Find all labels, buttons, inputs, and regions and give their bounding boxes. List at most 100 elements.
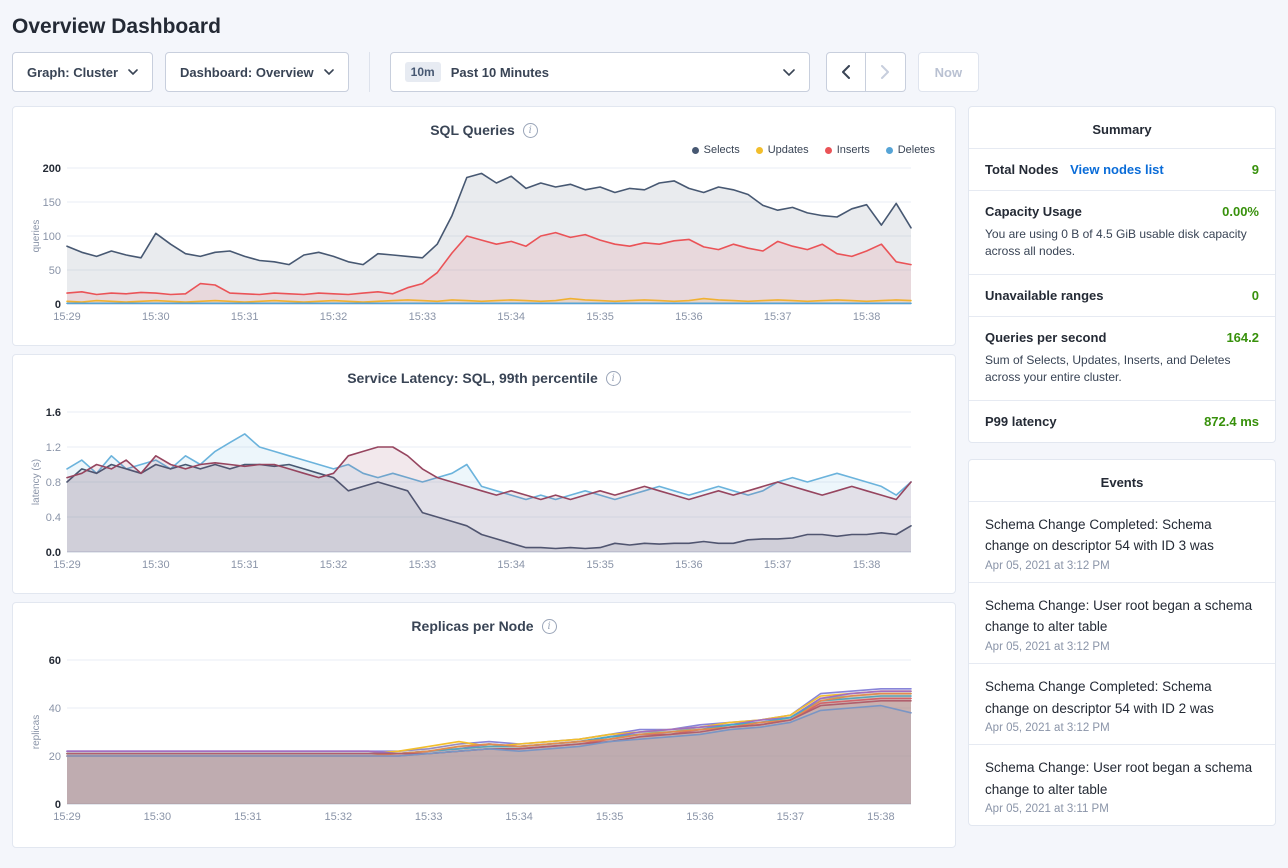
chart-card-sql-queries: SQL Queries i Selects Updates Inserts Delet… [12, 106, 956, 346]
svg-text:15:38: 15:38 [867, 811, 895, 823]
dashboard-select-label: Dashboard: Overview [180, 64, 314, 80]
svg-text:15:38: 15:38 [853, 311, 881, 323]
svg-text:1.2: 1.2 [46, 442, 61, 454]
unavailable-ranges-value: 0 [1251, 287, 1259, 303]
svg-text:50: 50 [49, 265, 61, 277]
time-next-button[interactable] [865, 52, 906, 92]
capacity-usage-value: 0.00% [1222, 204, 1259, 219]
svg-text:15:37: 15:37 [764, 559, 792, 571]
svg-text:15:29: 15:29 [53, 811, 81, 823]
svg-text:15:32: 15:32 [320, 311, 348, 323]
time-range-label: Past 10 Minutes [450, 64, 549, 80]
svg-text:0.8: 0.8 [46, 477, 61, 489]
svg-text:0: 0 [55, 799, 61, 811]
svg-text:15:33: 15:33 [409, 311, 437, 323]
chevron-down-icon [323, 69, 334, 75]
time-range-badge: 10m [404, 62, 441, 82]
total-nodes-label: Total Nodes [985, 162, 1059, 177]
svg-text:15:36: 15:36 [675, 559, 703, 571]
svg-text:40: 40 [49, 703, 61, 715]
chart-title: Replicas per Node [411, 618, 534, 634]
svg-text:15:36: 15:36 [686, 811, 714, 823]
svg-text:0.0: 0.0 [46, 547, 61, 559]
svg-text:15:33: 15:33 [415, 811, 443, 823]
svg-text:15:34: 15:34 [505, 811, 533, 823]
now-button[interactable]: Now [917, 52, 980, 92]
svg-text:20: 20 [49, 751, 61, 763]
info-icon[interactable]: i [522, 122, 538, 138]
svg-text:15:37: 15:37 [764, 311, 792, 323]
svg-text:15:37: 15:37 [777, 811, 805, 823]
queries-per-second-note: Sum of Selects, Updates, Inserts, and De… [985, 352, 1231, 385]
summary-row-p99-latency: P99 latency 872.4 ms [969, 399, 1275, 442]
event-text[interactable]: Schema Change Completed: Schema change o… [985, 516, 1214, 554]
capacity-usage-label: Capacity Usage [985, 204, 1082, 219]
graph-select-label: Graph: Cluster [27, 64, 119, 80]
summary-row-capacity-usage: Capacity Usage 0.00% You are using 0 B o… [969, 190, 1275, 274]
toolbar: Graph: Cluster Dashboard: Overview 10m P… [0, 52, 1288, 92]
svg-text:15:35: 15:35 [586, 311, 614, 323]
chart-card-service-latency: Service Latency: SQL, 99th percentile i … [12, 354, 956, 594]
legend-item-selects[interactable]: Selects [691, 144, 740, 156]
event-text[interactable]: Schema Change: User root began a schema … [985, 597, 1253, 635]
chevron-right-icon [881, 65, 890, 79]
toolbar-divider [368, 52, 370, 92]
chevron-down-icon [128, 69, 138, 75]
svg-text:15:35: 15:35 [596, 811, 624, 823]
event-item: Schema Change: User root began a schema … [969, 581, 1275, 663]
summary-row-unavailable-ranges: Unavailable ranges 0 [969, 273, 1275, 316]
svg-text:15:29: 15:29 [53, 311, 81, 323]
queries-per-second-value: 164.2 [1226, 329, 1259, 345]
time-nav-group [825, 52, 906, 92]
svg-text:15:35: 15:35 [586, 559, 614, 571]
chevron-down-icon [782, 68, 795, 76]
event-item: Schema Change Completed: Schema change o… [969, 500, 1275, 582]
svg-text:0: 0 [55, 299, 61, 311]
info-icon[interactable]: i [541, 618, 557, 634]
events-panel: Events Schema Change Completed: Schema c… [968, 458, 1276, 827]
svg-text:150: 150 [43, 197, 61, 209]
sql-queries-chart[interactable]: 0 50 100 150 200 15:29 15:30 15:31 15:32 15:33 15:… [29, 160, 941, 324]
svg-text:15:29: 15:29 [53, 559, 81, 571]
main-content: SQL Queries i Selects Updates Inserts Delet… [0, 106, 1288, 848]
event-text[interactable]: Schema Change: User root began a schema … [985, 760, 1253, 797]
info-icon[interactable]: i [605, 370, 621, 386]
event-text[interactable]: Schema Change Completed: Schema change o… [985, 678, 1214, 716]
queries-per-second-label: Queries per second [985, 329, 1107, 345]
service-latency-chart[interactable]: 0.0 0.4 0.8 1.2 1.6 15:29 15:30 15:31 15:32 15:33… [29, 404, 941, 572]
capacity-usage-note: You are using 0 B of 4.5 GiB usable disk… [985, 227, 1247, 259]
legend-dot-icon [885, 146, 893, 154]
svg-text:15:32: 15:32 [320, 559, 348, 571]
p99-latency-value: 872.4 ms [1204, 413, 1259, 429]
svg-text:15:38: 15:38 [853, 559, 881, 571]
legend-item-inserts[interactable]: Inserts [824, 144, 870, 156]
legend-item-deletes[interactable]: Deletes [885, 144, 935, 156]
svg-text:15:30: 15:30 [142, 559, 170, 571]
svg-text:queries: queries [31, 220, 42, 253]
svg-text:15:30: 15:30 [144, 811, 172, 823]
chart-card-replicas-per-node: Replicas per Node i 0 20 40 60 15:29 15:30 15:… [12, 602, 956, 848]
svg-text:60: 60 [49, 655, 61, 667]
svg-text:15:34: 15:34 [497, 311, 525, 323]
unavailable-ranges-label: Unavailable ranges [985, 287, 1104, 303]
svg-text:15:33: 15:33 [409, 559, 437, 571]
sidebar: Summary Total Nodes View nodes list 9 Ca… [968, 106, 1276, 827]
svg-text:15:31: 15:31 [231, 559, 259, 571]
summary-title: Summary [1092, 122, 1152, 137]
view-nodes-list-link[interactable]: View nodes list [1070, 162, 1164, 177]
summary-panel: Summary Total Nodes View nodes list 9 Ca… [968, 106, 1276, 443]
svg-text:0.4: 0.4 [46, 512, 61, 524]
time-range-select[interactable]: 10m Past 10 Minutes [389, 52, 810, 92]
graph-select[interactable]: Graph: Cluster [12, 52, 154, 92]
event-item: Schema Change Completed: Schema change o… [969, 662, 1275, 744]
p99-latency-label: P99 latency [985, 413, 1057, 429]
replicas-per-node-chart[interactable]: 0 20 40 60 15:29 15:30 15:31 15:32 15:33 15:34 15:… [29, 652, 941, 824]
summary-row-queries-per-second: Queries per second 164.2 Sum of Selects,… [969, 315, 1275, 400]
dashboard-select[interactable]: Dashboard: Overview [165, 52, 349, 92]
svg-text:15:36: 15:36 [675, 311, 703, 323]
svg-text:15:34: 15:34 [497, 559, 525, 571]
time-prev-button[interactable] [825, 52, 866, 92]
event-item: Schema Change: User root began a schema … [969, 744, 1275, 825]
legend-item-updates[interactable]: Updates [755, 144, 809, 156]
summary-row-total-nodes: Total Nodes View nodes list 9 [969, 148, 1275, 190]
